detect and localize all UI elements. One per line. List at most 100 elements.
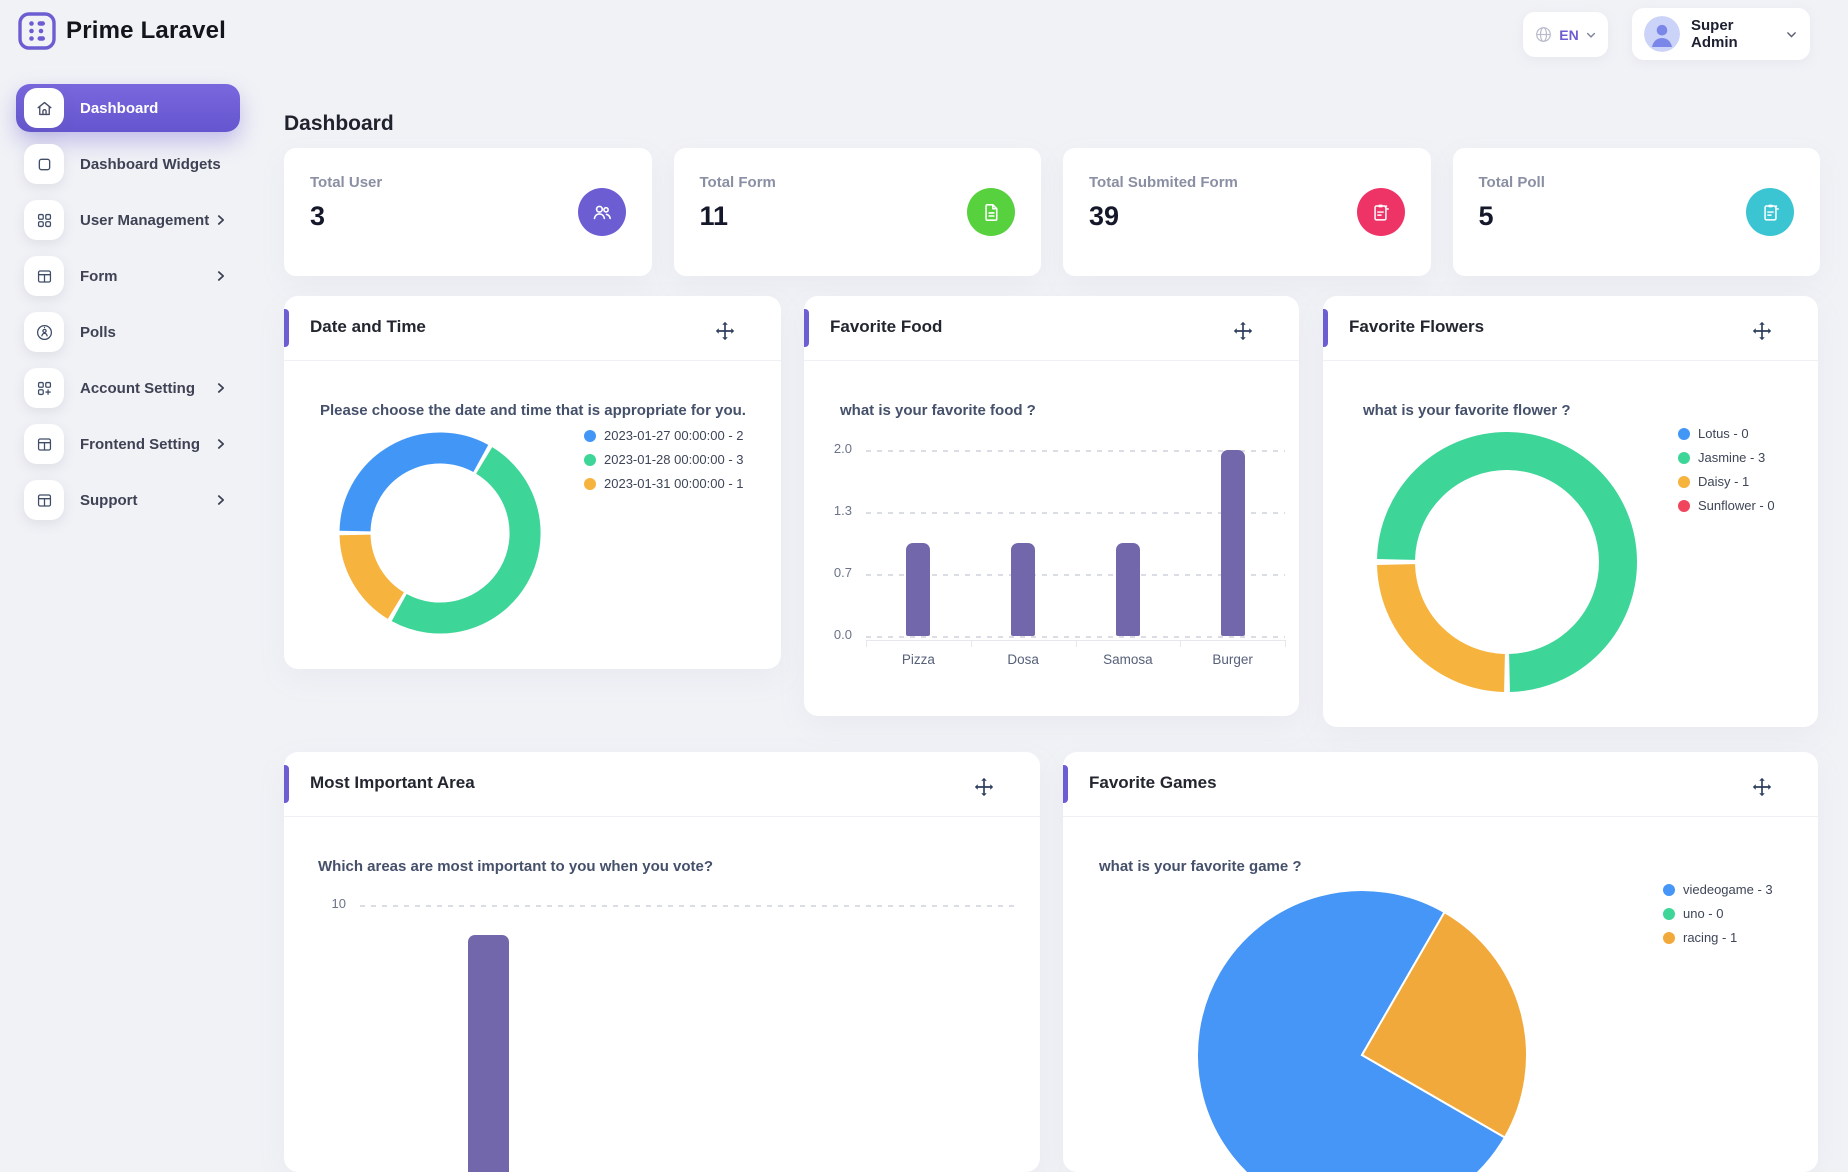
legend-item: uno - 0 (1663, 906, 1773, 921)
widget-favorite-food: Favorite Food what is your favorite food… (804, 296, 1299, 716)
stat-value: 39 (1089, 201, 1120, 231)
language-selector[interactable]: EN (1523, 12, 1608, 57)
sidebar-item-label: Dashboard Widgets (80, 155, 221, 173)
widget-question: what is your favorite game ? (1099, 858, 1302, 875)
widget-favorite-flowers: Favorite Flowers what is your favorite f… (1323, 296, 1818, 727)
legend-item: Lotus - 0 (1678, 426, 1775, 441)
drag-handle-icon[interactable] (1751, 776, 1773, 798)
widget-title: Favorite Food (830, 317, 943, 336)
user-menu[interactable]: Super Admin (1632, 8, 1810, 60)
widget-question: Please choose the date and time that is … (320, 402, 746, 419)
bar (906, 543, 931, 636)
poll-user-icon (24, 312, 64, 352)
drag-handle-icon[interactable] (973, 776, 995, 798)
stat-value: 11 (699, 201, 729, 231)
sidebar-item-label: Frontend Setting (80, 435, 200, 453)
stats-row: Total User 3 Total Form 11 Total Submite… (284, 148, 1820, 276)
home-icon (24, 88, 64, 128)
accent-bar (1323, 309, 1328, 347)
drag-handle-icon[interactable] (1751, 320, 1773, 342)
accent-bar (804, 309, 809, 347)
sidebar-item-form[interactable]: Form (16, 252, 240, 300)
sidebar-item-support[interactable]: Support (16, 476, 240, 524)
grid-plus-icon (24, 368, 64, 408)
grid-icon (24, 200, 64, 240)
sidebar-item-label: Dashboard (80, 99, 159, 117)
brand-name: Prime Laravel (66, 17, 227, 44)
widget-header: Most Important Area (284, 752, 1040, 817)
sidebar: Dashboard Dashboard Widgets User Managem… (0, 70, 253, 948)
user-name: Super Admin (1691, 17, 1738, 51)
table-icon (24, 424, 64, 464)
bar-chart: 10 (290, 896, 1018, 1172)
chevron-right-icon (214, 380, 228, 396)
sidebar-item-label: Form (80, 267, 118, 285)
sidebar-item-label: Support (80, 491, 138, 509)
bar (1115, 543, 1140, 636)
widget-title: Date and Time (310, 317, 426, 336)
widget-title: Most Important Area (310, 773, 475, 792)
stat-label: Total Submited Form (1089, 174, 1238, 191)
clipboard-edit-icon (1356, 188, 1405, 236)
sidebar-item-account-setting[interactable]: Account Setting (16, 364, 240, 412)
sidebar-item-label: User Management (80, 211, 210, 229)
widget-question: what is your favorite food ? (840, 402, 1036, 419)
accent-bar (284, 309, 289, 347)
sidebar-item-dashboard[interactable]: Dashboard (16, 84, 240, 132)
clipboard-edit-icon (1746, 188, 1794, 236)
widget-question: what is your favorite flower ? (1363, 402, 1571, 419)
legend-item: 2023-01-31 00:00:00 - 1 (584, 476, 744, 491)
accent-bar (284, 765, 289, 803)
sidebar-item-frontend-setting[interactable]: Frontend Setting (16, 420, 240, 468)
chart-legend: Lotus - 0 Jasmine - 3 Daisy - 1 Sunflower -… (1678, 426, 1775, 522)
brand-logo (18, 12, 56, 50)
users-icon (577, 188, 626, 236)
chart-legend: 2023-01-27 00:00:00 - 2 2023-01-28 00:00:… (584, 428, 744, 500)
widget-most-important-area: Most Important Area Which areas are most… (284, 752, 1040, 1172)
stat-card-total-user: Total User 3 (284, 148, 652, 276)
bar (467, 935, 509, 1172)
legend-item: Sunflower - 0 (1678, 498, 1775, 513)
document-icon (967, 188, 1015, 236)
stat-label: Total User (310, 174, 383, 191)
chevron-right-icon (214, 436, 228, 452)
page-title: Dashboard (284, 112, 394, 136)
sidebar-item-user-management[interactable]: User Management (16, 196, 240, 244)
widget-icon (24, 144, 64, 184)
stat-card-total-poll: Total Poll 5 (1452, 148, 1820, 276)
bar (1011, 543, 1036, 636)
stat-value: 3 (310, 201, 326, 231)
language-label: EN (1559, 26, 1579, 43)
sidebar-item-label: Polls (80, 323, 116, 341)
legend-item: racing - 1 (1663, 930, 1773, 945)
legend-item: Jasmine - 3 (1678, 450, 1775, 465)
avatar (1644, 16, 1680, 52)
legend-item: 2023-01-27 00:00:00 - 2 (584, 428, 744, 443)
widget-title: Favorite Flowers (1349, 317, 1485, 336)
pie-chart (1192, 885, 1532, 1172)
widget-question: Which areas are most important to you wh… (318, 858, 714, 875)
sidebar-item-dashboard-widgets[interactable]: Dashboard Widgets (16, 140, 240, 188)
stat-value: 5 (1478, 201, 1494, 231)
stat-label: Total Form (699, 174, 776, 191)
widget-header: Favorite Games (1063, 752, 1818, 817)
widget-date-and-time: Date and Time Please choose the date and… (284, 296, 781, 669)
bar-chart: 2.0 1.3 0.7 0.0 Pizza Dosa Samosa Burger (810, 441, 1286, 676)
drag-handle-icon[interactable] (1232, 320, 1254, 342)
accent-bar (1063, 765, 1068, 803)
chevron-right-icon (214, 268, 228, 284)
widget-header: Favorite Food (804, 296, 1299, 361)
chevron-down-icon (1785, 28, 1798, 41)
table-icon (24, 256, 64, 296)
donut-chart (1367, 422, 1647, 702)
legend-item: Daisy - 1 (1678, 474, 1775, 489)
drag-handle-icon[interactable] (714, 320, 736, 342)
widget-header: Favorite Flowers (1323, 296, 1818, 361)
widget-title: Favorite Games (1089, 773, 1217, 792)
chevron-right-icon (214, 212, 228, 228)
sidebar-item-polls[interactable]: Polls (16, 308, 240, 356)
stat-label: Total Poll (1478, 174, 1545, 191)
chart-legend: viedeogame - 3 uno - 0 racing - 1 (1663, 882, 1773, 954)
stat-card-total-form: Total Form 11 (673, 148, 1041, 276)
widget-favorite-games: Favorite Games what is your favorite gam… (1063, 752, 1818, 1172)
